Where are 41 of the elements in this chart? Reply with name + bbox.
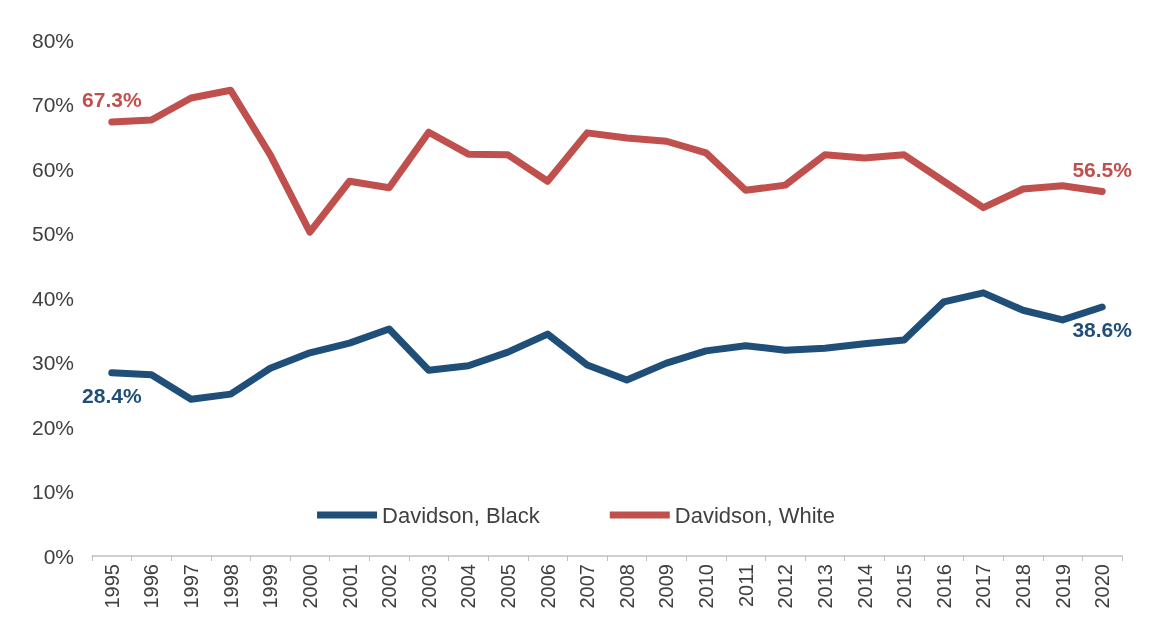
x-tick-label: 2018	[1011, 564, 1034, 609]
x-tick-label: 1998	[219, 564, 242, 609]
x-tick-label: 1995	[100, 564, 123, 609]
data-label: 56.5%	[1072, 157, 1133, 181]
x-tick-label: 2010	[695, 564, 718, 609]
x-tick-label: 1996	[140, 564, 163, 609]
x-tick-label: 2007	[576, 564, 599, 609]
x-tick-label: 2019	[1051, 564, 1074, 609]
data-label: 67.3%	[82, 87, 142, 111]
x-tick-label: 2006	[536, 564, 559, 609]
x-tick-label: 2012	[774, 564, 797, 609]
y-tick-label: 0%	[43, 544, 74, 568]
y-tick-label: 70%	[31, 93, 74, 116]
x-tick-label: 2015	[893, 564, 916, 609]
x-tick-label: 1997	[180, 564, 203, 609]
x-tick-label: 2017	[972, 564, 995, 609]
data-label: 28.4%	[82, 383, 142, 407]
y-tick-label: 80%	[31, 28, 74, 52]
x-tick-label: 2003	[417, 564, 440, 609]
y-tick-label: 60%	[31, 157, 74, 181]
x-tick-label: 2008	[615, 564, 638, 609]
x-tick-label: 2004	[457, 564, 480, 609]
legend-label: Davidson, Black	[382, 502, 541, 528]
y-tick-label: 10%	[31, 480, 74, 503]
x-tick-label: 2013	[813, 564, 836, 609]
x-tick-label: 2002	[378, 564, 401, 609]
y-tick-label: 30%	[31, 351, 74, 374]
x-tick-label: 2011	[734, 564, 757, 608]
x-tick-label: 2001	[338, 564, 361, 609]
y-tick-label: 40%	[31, 286, 74, 310]
legend-label: Davidson, White	[674, 502, 835, 528]
x-tick-label: 2009	[655, 564, 678, 609]
x-tick-label: 1999	[259, 564, 282, 609]
x-tick-label: 2016	[932, 564, 955, 609]
y-tick-label: 20%	[31, 415, 74, 439]
data-label: 38.6%	[1072, 318, 1133, 342]
x-tick-label: 2020	[1091, 564, 1114, 609]
x-tick-label: 2000	[298, 564, 321, 609]
x-tick-label: 2005	[496, 564, 519, 609]
x-tick-label: 2014	[853, 564, 876, 609]
y-tick-label: 50%	[31, 222, 74, 245]
